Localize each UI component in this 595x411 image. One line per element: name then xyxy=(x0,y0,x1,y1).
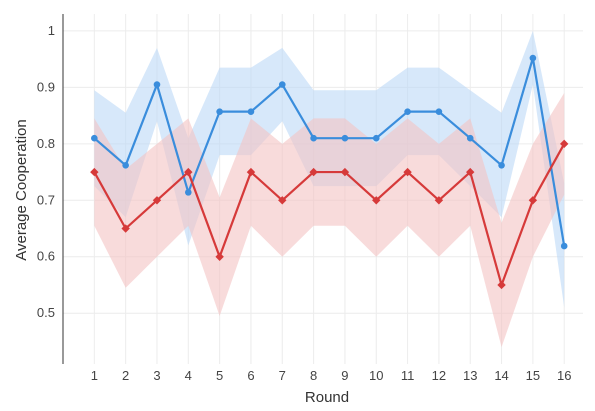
series-1-point xyxy=(278,81,286,88)
series-2-point xyxy=(466,167,475,177)
x-tick-label: 14 xyxy=(494,368,508,383)
y-tick-label: 0.7 xyxy=(37,192,55,207)
x-tick-label: 10 xyxy=(369,368,383,383)
series-2-point xyxy=(497,280,506,290)
series-1-point xyxy=(341,134,349,142)
y-tick-label: 0.9 xyxy=(37,79,55,94)
tick-labels: 1 2 3 4 5 6 7 8 9 10 11 12 13 14 15 160.50.60.70.80.91 xyxy=(37,23,572,383)
x-tick-label: 5 xyxy=(216,368,223,383)
series-2-point xyxy=(246,167,256,177)
x-tick-label: 13 xyxy=(463,368,477,383)
series-2-point xyxy=(215,252,224,261)
x-tick-label: 11 xyxy=(401,368,415,383)
series-2-point xyxy=(560,139,569,149)
x-tick-label: 16 xyxy=(557,368,571,383)
series-1-point xyxy=(435,108,443,115)
series-1-line xyxy=(93,56,566,247)
series-1-point xyxy=(247,108,255,115)
series-2-point xyxy=(121,224,130,233)
series-1-point xyxy=(372,134,380,142)
x-tick-label: 6 xyxy=(247,368,254,383)
series-1-point xyxy=(310,134,317,142)
x-tick-label: 4 xyxy=(185,368,192,383)
series-2-line xyxy=(93,143,566,287)
series-2-point xyxy=(340,167,350,177)
series-1-point xyxy=(404,108,411,115)
x-tick-label: 15 xyxy=(526,368,540,383)
series-1-point xyxy=(466,134,474,142)
series-1-point xyxy=(91,134,98,142)
y-tick-label: 0.5 xyxy=(37,305,55,320)
x-tick-label: 7 xyxy=(279,368,286,383)
series-1-point xyxy=(216,108,223,115)
series-1-point xyxy=(153,81,161,88)
y-tick-label: 0.6 xyxy=(37,249,55,264)
series-2-point xyxy=(152,196,162,205)
x-tick-label: 2 xyxy=(122,368,129,383)
series-markers xyxy=(90,54,569,290)
series-2-point xyxy=(278,196,287,205)
x-tick-label: 12 xyxy=(432,368,446,383)
series-2-point xyxy=(184,167,193,177)
series-1-point xyxy=(529,54,537,62)
y-tick-label: 1 xyxy=(48,23,55,38)
y-axis-title: Average Cooperation xyxy=(13,119,30,261)
series-2-point xyxy=(434,196,444,205)
series-1-point xyxy=(185,189,192,196)
series-1-point xyxy=(560,242,568,250)
series-lines xyxy=(93,56,566,287)
series-2-point xyxy=(372,196,381,205)
series-2-point xyxy=(403,167,412,177)
y-tick-label: 0.8 xyxy=(37,136,55,151)
x-tick-label: 1 xyxy=(91,368,98,383)
series-1-point xyxy=(122,161,129,169)
series-2-point xyxy=(309,167,318,177)
x-tick-label: 8 xyxy=(310,368,317,383)
x-axis-title: Round xyxy=(305,389,349,406)
x-tick-label: 3 xyxy=(153,368,160,383)
series-1-point xyxy=(498,161,505,169)
series-2-confidence-band xyxy=(94,93,565,348)
confidence-bands xyxy=(94,30,565,348)
series-2-point xyxy=(528,196,538,205)
x-tick-label: 9 xyxy=(341,368,348,383)
series-2-point xyxy=(90,167,99,177)
